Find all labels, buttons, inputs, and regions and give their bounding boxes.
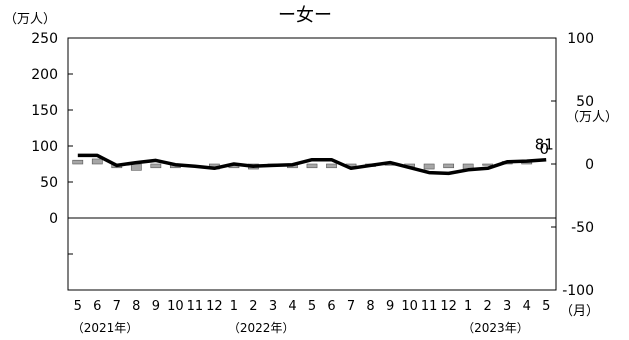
bar [482,163,494,166]
right-tick-label: 50 [576,94,594,110]
year-label: （2023年） [462,321,529,335]
x-tick-label: 11 [421,299,438,314]
bar [443,163,455,169]
x-tick-label: 6 [327,299,335,314]
chart-title: ー女ー [278,5,332,26]
x-tick-label: 3 [503,299,511,314]
x-tick-label: 2 [484,299,492,314]
left-axis-unit: （万人） [4,12,56,27]
bar [72,159,84,165]
bar [423,163,435,170]
annotations: 810 [535,136,554,158]
x-tick-label: 1 [230,299,238,314]
right-tick-label: 0 [585,157,594,173]
right-tick-label: -50 [571,220,594,236]
data-label: 81 [535,136,554,154]
x-tick-label: 5 [74,299,82,314]
x-tick-label: 7 [113,299,121,314]
x-tick-label: 3 [269,299,277,314]
bar [150,163,162,169]
x-tick-label: 1 [464,299,472,314]
x-tick-label: 2 [249,299,257,314]
left-tick-label: 250 [31,31,58,47]
bar [91,158,103,165]
left-tick-label: 100 [31,139,58,155]
x-tick-label: 10 [401,299,418,314]
x-tick-label: 7 [347,299,355,314]
x-tick-label: 9 [386,299,394,314]
x-tick-label: 9 [152,299,160,314]
left-tick-label: 50 [40,175,58,191]
x-tick-label: 8 [132,299,140,314]
year-label: （2022年） [228,321,295,335]
x-tick-label: 6 [93,299,101,314]
right-tick-label: 100 [567,31,594,47]
left-tick-label: 0 [49,211,58,227]
x-tick-label: 10 [167,299,184,314]
year-label: （2021年） [72,321,139,335]
x-tick-label: 4 [523,299,531,314]
x-tick-label: 11 [187,299,204,314]
line-series [77,153,547,176]
left-axis: 0 50 100 150 200 250 [31,31,73,255]
bar [130,163,142,171]
x-axis-unit: （月） [560,304,599,319]
bar [326,163,337,169]
x-tick-label: 12 [206,299,223,314]
x-tick-label: 8 [366,299,374,314]
x-tick-label: 5 [308,299,316,314]
bar [306,163,318,169]
line-path [77,153,547,176]
x-tick-label: 4 [288,299,296,314]
right-axis-unit: （万人） [566,110,618,125]
right-axis: -100 -50 0 50 100 [551,31,594,299]
data-label: 0 [539,140,549,158]
x-tick-label: 5 [542,299,550,314]
left-tick-label: 200 [31,67,58,83]
left-tick-label: 150 [31,103,58,119]
x-tick-label: 12 [440,299,457,314]
x-axis: 5 6 7 8 9 10 11 12 1 2 3 4 5 6 7 8 9 10 11 12 1 2 3 4 5（2021年） （2… [72,299,551,335]
right-tick-label: -100 [562,283,594,299]
